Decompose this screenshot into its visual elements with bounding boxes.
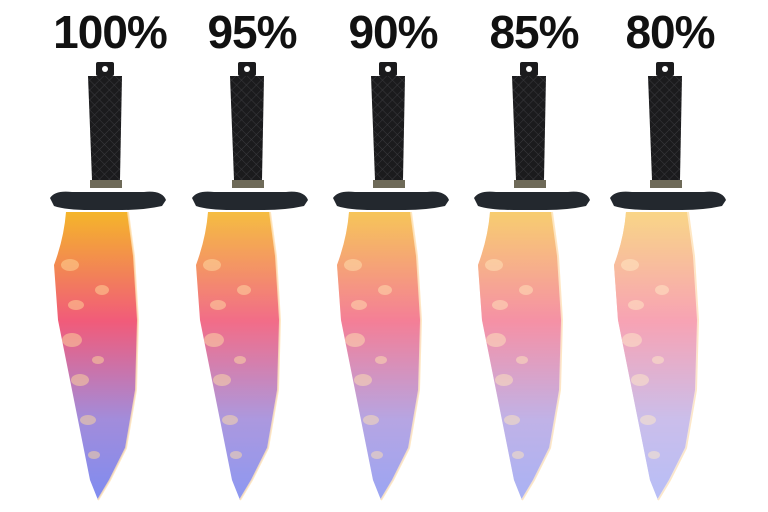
wear-percentage-label: 90% — [348, 6, 438, 58]
wear-percentage-label: 85% — [489, 6, 579, 58]
knife-icon — [333, 62, 449, 501]
wear-percentage-label: 100% — [53, 6, 168, 58]
knife-icon — [474, 62, 590, 501]
wear-percentage-label: 95% — [207, 6, 297, 58]
wear-percentage-label: 80% — [625, 6, 715, 58]
knife-icon — [192, 62, 308, 501]
knife-icon — [610, 62, 726, 501]
knife-icon — [50, 62, 166, 501]
